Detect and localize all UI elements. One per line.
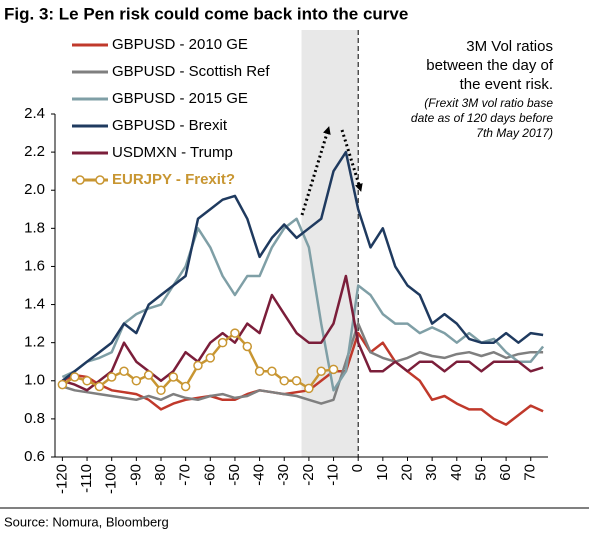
- legend-item: GBPUSD - Brexit: [72, 117, 228, 134]
- y-tick-label: 1.0: [24, 372, 45, 389]
- note: 7th May 2017): [476, 126, 553, 140]
- x-tick-label: 20: [398, 464, 415, 481]
- note: (Frexit 3M vol ratio base: [424, 96, 553, 110]
- x-tick-label: -50: [226, 464, 243, 486]
- series-marker: [316, 366, 326, 376]
- y-tick-label: 0.6: [24, 448, 45, 465]
- series-marker: [143, 370, 154, 380]
- y-tick-label: 1.4: [24, 296, 45, 313]
- x-tick-label: -100: [103, 464, 120, 494]
- annotation: between the day of: [426, 57, 554, 74]
- legend-item: GBPUSD - Scottish Ref: [72, 63, 270, 80]
- source: Source: Nomura, Bloomberg: [4, 514, 169, 529]
- series-marker: [168, 372, 179, 382]
- legend-label: GBPUSD - 2015 GE: [112, 90, 248, 107]
- x-tick-label: 70: [522, 464, 539, 481]
- series-line: [61, 150, 544, 382]
- legend-marker: [75, 175, 85, 185]
- y-tick-label: 2.4: [24, 105, 45, 122]
- series-marker: [94, 381, 105, 392]
- legend-label: GBPUSD - Brexit: [112, 117, 228, 134]
- x-tick-label: 40: [448, 464, 465, 481]
- x-tick-label: 60: [497, 464, 514, 481]
- series-marker: [57, 379, 68, 390]
- annotation: 3M Vol ratios: [466, 38, 553, 55]
- series-marker: [193, 360, 203, 371]
- series-marker: [180, 381, 191, 392]
- legend-label: GBPUSD - Scottish Ref: [112, 63, 270, 80]
- annotation: the event risk.: [460, 76, 553, 93]
- x-tick-label: -120: [53, 464, 70, 494]
- x-tick-label: 10: [374, 464, 391, 481]
- x-tick-label: -10: [325, 464, 342, 486]
- legend-label: GBPUSD - 2010 GE: [112, 36, 248, 53]
- x-tick-label: 0: [349, 464, 366, 472]
- x-tick-label: -30: [275, 464, 292, 486]
- x-tick-label: -20: [300, 464, 317, 486]
- legend-marker: [95, 175, 105, 185]
- series-marker: [242, 341, 253, 352]
- series-line: [62, 322, 544, 405]
- series-marker: [328, 364, 339, 375]
- series-marker: [267, 366, 277, 376]
- series-marker: [205, 353, 216, 363]
- series-marker: [119, 366, 129, 376]
- series-marker: [106, 372, 117, 382]
- x-tick-label: 50: [472, 464, 489, 481]
- note: date as of 120 days before: [411, 111, 553, 125]
- legend-item: GBPUSD - 2015 GE: [72, 90, 248, 107]
- x-tick-label: -60: [201, 464, 218, 486]
- x-tick-label: -90: [127, 464, 144, 486]
- y-tick-label: 0.8: [24, 410, 45, 427]
- x-tick-label: -40: [251, 464, 268, 486]
- series-marker: [254, 366, 265, 376]
- series-marker: [230, 328, 240, 338]
- x-tick-label: -110: [78, 464, 95, 493]
- legend-label: USDMXN - Trump: [112, 144, 233, 161]
- series-marker: [82, 376, 92, 386]
- series-marker: [69, 372, 80, 382]
- series-marker: [291, 376, 302, 386]
- series-line: [62, 274, 544, 392]
- x-tick-label: 30: [423, 464, 440, 481]
- series-marker: [156, 385, 166, 396]
- series-marker: [217, 337, 228, 348]
- legend-item: USDMXN - Trump: [72, 144, 233, 161]
- y-tick-label: 2.0: [24, 181, 45, 198]
- y-tick-label: 1.2: [24, 334, 45, 351]
- y-tick-label: 2.2: [24, 143, 45, 160]
- x-tick-label: -70: [177, 464, 194, 486]
- x-tick-label: -80: [152, 464, 169, 486]
- chart-title: Fig. 3: Le Pen risk could come back into…: [4, 4, 408, 23]
- legend-label: EURJPY - Frexit?: [112, 171, 235, 188]
- legend-item: GBPUSD - 2010 GE: [72, 36, 248, 53]
- series-marker: [304, 383, 314, 394]
- y-tick-label: 1.6: [24, 257, 45, 274]
- arrow-down: [340, 129, 363, 192]
- series-marker: [131, 376, 142, 386]
- series-marker: [279, 376, 289, 386]
- legend-item: EURJPY - Frexit?: [72, 171, 235, 188]
- y-tick-label: 1.8: [24, 219, 45, 236]
